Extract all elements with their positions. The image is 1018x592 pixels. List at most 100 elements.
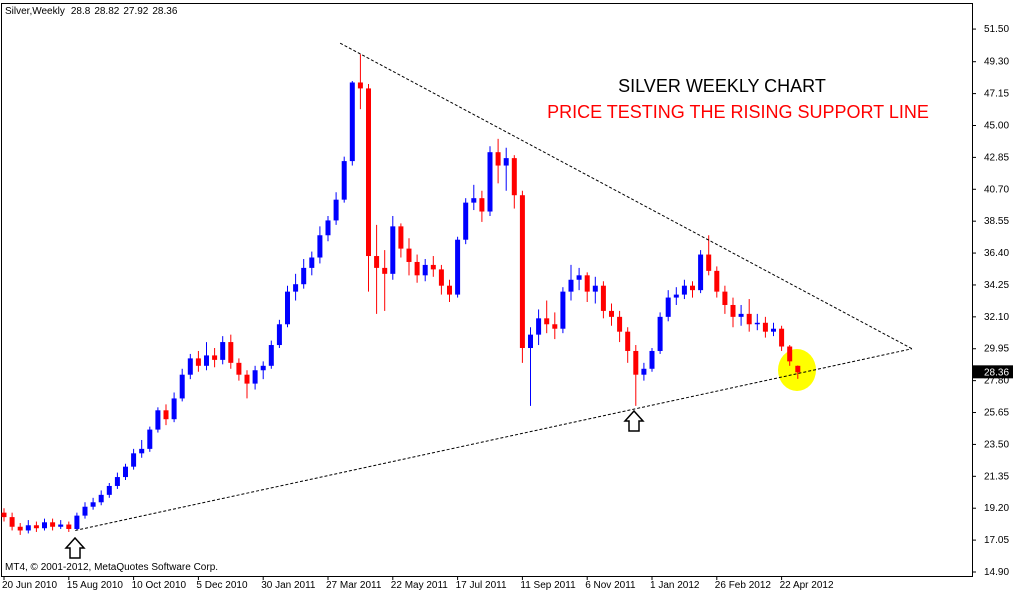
candle-body bbox=[212, 355, 218, 360]
candle-body bbox=[98, 494, 104, 503]
candle-body bbox=[503, 158, 509, 166]
y-tick-label: 25.65 bbox=[984, 408, 1009, 419]
candle-body bbox=[495, 152, 501, 166]
candle-body bbox=[560, 291, 566, 329]
candle-body bbox=[301, 267, 307, 285]
candle-body bbox=[779, 328, 785, 347]
candle-body bbox=[536, 318, 542, 335]
candle-body bbox=[698, 254, 704, 291]
candle-body bbox=[649, 350, 655, 369]
candle-body bbox=[673, 294, 679, 298]
candle-body bbox=[236, 362, 242, 375]
candle-body bbox=[1, 512, 7, 518]
candle-body bbox=[293, 284, 299, 292]
candle-body bbox=[762, 322, 768, 332]
candle-body bbox=[204, 355, 209, 366]
y-tick-label: 19.20 bbox=[984, 503, 1009, 514]
arrow bbox=[64, 536, 86, 559]
candle-body bbox=[730, 304, 736, 317]
candle-body bbox=[576, 275, 582, 280]
x-tick-label: 10 Oct 2010 bbox=[132, 580, 187, 591]
candle-body bbox=[285, 291, 290, 325]
x-tick-label: 27 Mar 2011 bbox=[326, 580, 382, 591]
candle-body bbox=[244, 374, 250, 384]
candle-body bbox=[276, 324, 282, 346]
chart-subtitle: PRICE TESTING THE RISING SUPPORT LINE bbox=[547, 102, 929, 122]
y-tick-label: 23.50 bbox=[984, 439, 1009, 450]
candle-body bbox=[341, 161, 347, 200]
candle-body bbox=[17, 526, 23, 531]
candle-body bbox=[552, 324, 558, 329]
candle-body bbox=[447, 285, 452, 295]
candle-body bbox=[398, 226, 404, 249]
candle-body bbox=[220, 342, 226, 360]
candle-body bbox=[33, 525, 39, 529]
candle-body bbox=[252, 370, 258, 384]
candle-body bbox=[50, 522, 56, 527]
candle-body bbox=[665, 297, 671, 317]
candle-body bbox=[625, 331, 631, 351]
symbol: Silver,Weekly bbox=[5, 6, 65, 17]
y-tick-label: 42.85 bbox=[984, 152, 1009, 163]
candle-body bbox=[390, 226, 396, 274]
copyright: MT4, © 2001-2012, MetaQuotes Software Co… bbox=[5, 562, 218, 573]
last-close: 28.36 bbox=[152, 6, 177, 17]
candle-body bbox=[349, 82, 355, 162]
candle-body bbox=[430, 264, 436, 270]
candle-body bbox=[438, 269, 444, 286]
plot-frame bbox=[1, 3, 973, 577]
candle-body bbox=[609, 310, 614, 317]
y-tick-label: 40.70 bbox=[984, 184, 1009, 195]
candle-body bbox=[163, 410, 169, 420]
x-tick-label: 11 Sep 2011 bbox=[520, 580, 576, 591]
candle-body bbox=[487, 152, 493, 212]
candle-body bbox=[260, 365, 266, 371]
trendline bbox=[339, 42, 913, 350]
candle-body bbox=[528, 334, 533, 349]
candle-body bbox=[706, 254, 712, 271]
y-tick-label: 14.90 bbox=[984, 567, 1009, 578]
candle-body bbox=[746, 313, 752, 325]
x-tick-label: 26 Feb 2012 bbox=[715, 580, 772, 591]
x-tick-label: 6 Nov 2011 bbox=[585, 580, 636, 591]
header: Silver,Weekly 28.8 28.82 27.92 28.36 bbox=[5, 6, 178, 17]
price-label: 28.36 bbox=[984, 367, 1009, 378]
arrow bbox=[623, 409, 645, 432]
candle-body bbox=[787, 346, 793, 362]
y-tick-label: 29.95 bbox=[984, 344, 1009, 355]
candle-body bbox=[641, 368, 647, 375]
candle-body bbox=[366, 88, 371, 257]
candle-body bbox=[617, 316, 623, 332]
y-tick-label: 21.35 bbox=[984, 471, 1009, 482]
candle-body bbox=[738, 313, 744, 317]
candle-body bbox=[511, 158, 517, 196]
candle-body bbox=[633, 350, 639, 375]
y-tick-label: 27.80 bbox=[984, 376, 1009, 387]
candle-body bbox=[479, 198, 485, 212]
y-tick-label: 45.00 bbox=[984, 120, 1009, 131]
candle-body bbox=[333, 199, 339, 221]
candle-body bbox=[155, 410, 161, 430]
candle-body bbox=[228, 342, 234, 363]
candle-body bbox=[519, 195, 525, 349]
y-tick-label: 34.25 bbox=[984, 280, 1009, 291]
candle-body bbox=[25, 525, 31, 531]
candle-body bbox=[406, 248, 412, 262]
candle-body bbox=[592, 285, 598, 292]
candle-body bbox=[42, 522, 47, 529]
candle-body bbox=[82, 506, 88, 516]
x-tick-label: 20 Jun 2010 bbox=[2, 580, 57, 591]
candle-body bbox=[754, 322, 760, 325]
candle-body bbox=[357, 82, 363, 89]
candle-body bbox=[714, 270, 720, 292]
candle-body bbox=[382, 267, 388, 274]
candle-body bbox=[414, 261, 420, 276]
candle-body bbox=[568, 279, 574, 292]
candle-body bbox=[147, 429, 153, 449]
candle-body bbox=[114, 477, 120, 486]
chart-title: SILVER WEEKLY CHART bbox=[618, 76, 826, 96]
candle-body bbox=[139, 448, 145, 454]
x-tick-label: 5 Dec 2010 bbox=[196, 580, 248, 591]
